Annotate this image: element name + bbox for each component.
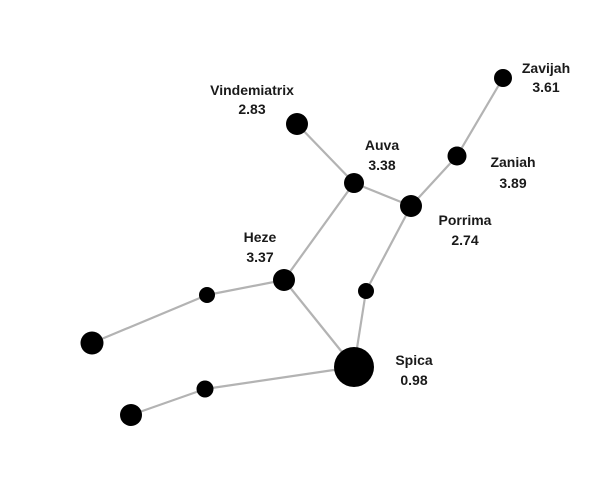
porrima-name-label: Porrima bbox=[439, 212, 492, 228]
star-star-b bbox=[199, 287, 215, 303]
line-zaniah-porrima bbox=[409, 154, 459, 208]
constellation-stars bbox=[80, 69, 512, 426]
star-star-e bbox=[120, 404, 142, 426]
star-vindemiatrix bbox=[286, 113, 308, 135]
auva-name-label: Auva bbox=[365, 137, 399, 153]
star-zaniah bbox=[447, 146, 467, 166]
zavijah-name-label: Zavijah bbox=[522, 60, 570, 76]
line-auva-heze bbox=[282, 181, 356, 282]
auva-magnitude-label: 3.38 bbox=[368, 157, 395, 173]
line-star-b-star-c bbox=[90, 293, 209, 345]
vindemiatrix-name-label: Vindemiatrix bbox=[210, 82, 294, 98]
line-zavijah-zaniah bbox=[455, 76, 505, 158]
star-auva bbox=[344, 173, 364, 193]
line-heze-star-b bbox=[205, 278, 286, 297]
star-labels: Zavijah 3.61 Zaniah 3.89 Porrima 2.74 Au… bbox=[210, 60, 570, 388]
zaniah-name-label: Zaniah bbox=[490, 154, 535, 170]
star-porrima bbox=[400, 195, 422, 217]
line-spica-star-d bbox=[203, 365, 356, 391]
spica-magnitude-label: 0.98 bbox=[400, 372, 427, 388]
porrima-magnitude-label: 2.74 bbox=[451, 232, 478, 248]
heze-name-label: Heze bbox=[244, 229, 277, 245]
line-star-d-star-e bbox=[129, 387, 207, 417]
spica-name-label: Spica bbox=[395, 352, 433, 368]
heze-magnitude-label: 3.37 bbox=[246, 249, 273, 265]
star-star-c bbox=[80, 331, 104, 355]
star-spica bbox=[334, 347, 374, 387]
line-auva-vindemiatrix bbox=[295, 122, 356, 185]
vindemiatrix-magnitude-label: 2.83 bbox=[238, 101, 265, 117]
zavijah-magnitude-label: 3.61 bbox=[532, 79, 559, 95]
star-star-a bbox=[358, 283, 374, 299]
star-star-d bbox=[196, 380, 214, 398]
zaniah-magnitude-label: 3.89 bbox=[499, 175, 526, 191]
line-porrima-star-a bbox=[364, 204, 413, 293]
star-heze bbox=[273, 269, 295, 291]
star-zavijah bbox=[494, 69, 512, 87]
